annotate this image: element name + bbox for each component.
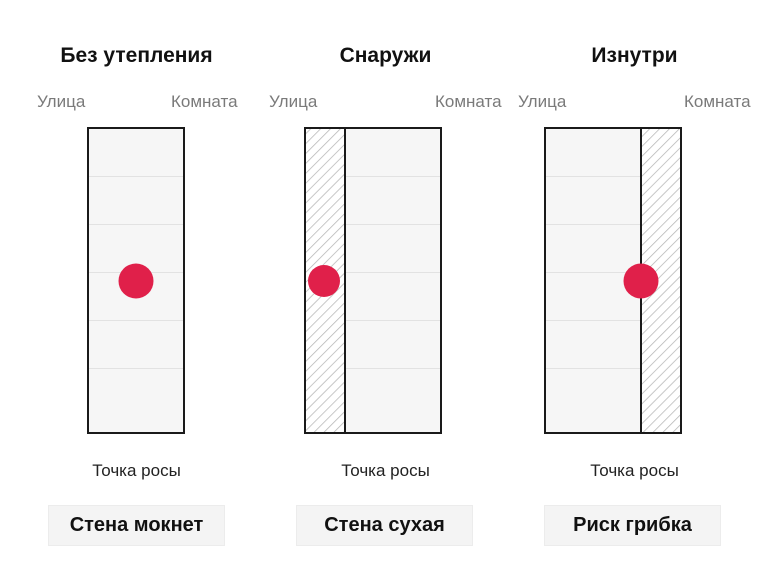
result-badge: Стена сухая: [296, 505, 473, 546]
wall-body: [344, 127, 442, 434]
panel-title: Изнутри: [591, 44, 678, 67]
result-badge: Риск грибка: [544, 505, 721, 546]
dew-point-label: Точка росы: [341, 461, 430, 480]
panel-inside-insulation: Изнутри Улица Комната Точка росы Риск гр…: [506, 0, 763, 578]
wall-cross-section: [87, 127, 185, 434]
room-label: Комната: [435, 92, 502, 111]
result-badge: Стена мокнет: [48, 505, 225, 546]
dew-point-dot: [308, 265, 340, 297]
wall-block-lines: [89, 176, 183, 369]
outside-label: Улица: [518, 92, 567, 111]
dew-point-dot: [118, 263, 154, 299]
wall-block-lines: [346, 176, 440, 369]
panel-no-insulation: Без утепления Улица Комната Точка росы С…: [8, 0, 265, 578]
panel-title: Без утепления: [60, 44, 213, 67]
room-label: Комната: [171, 92, 238, 111]
room-label: Комната: [684, 92, 751, 111]
outside-label: Улица: [37, 92, 86, 111]
wall-cross-section: [544, 127, 682, 434]
panel-title: Снаружи: [339, 44, 432, 67]
panel-outside-insulation: Снаружи Улица Комната Точка росы Стена с…: [257, 0, 514, 578]
dew-point-dot: [623, 263, 659, 299]
dew-point-label: Точка росы: [590, 461, 679, 480]
wall-block-lines: [546, 176, 640, 369]
wall-cross-section: [304, 127, 442, 434]
dew-point-label: Точка росы: [92, 461, 181, 480]
outside-label: Улица: [269, 92, 318, 111]
